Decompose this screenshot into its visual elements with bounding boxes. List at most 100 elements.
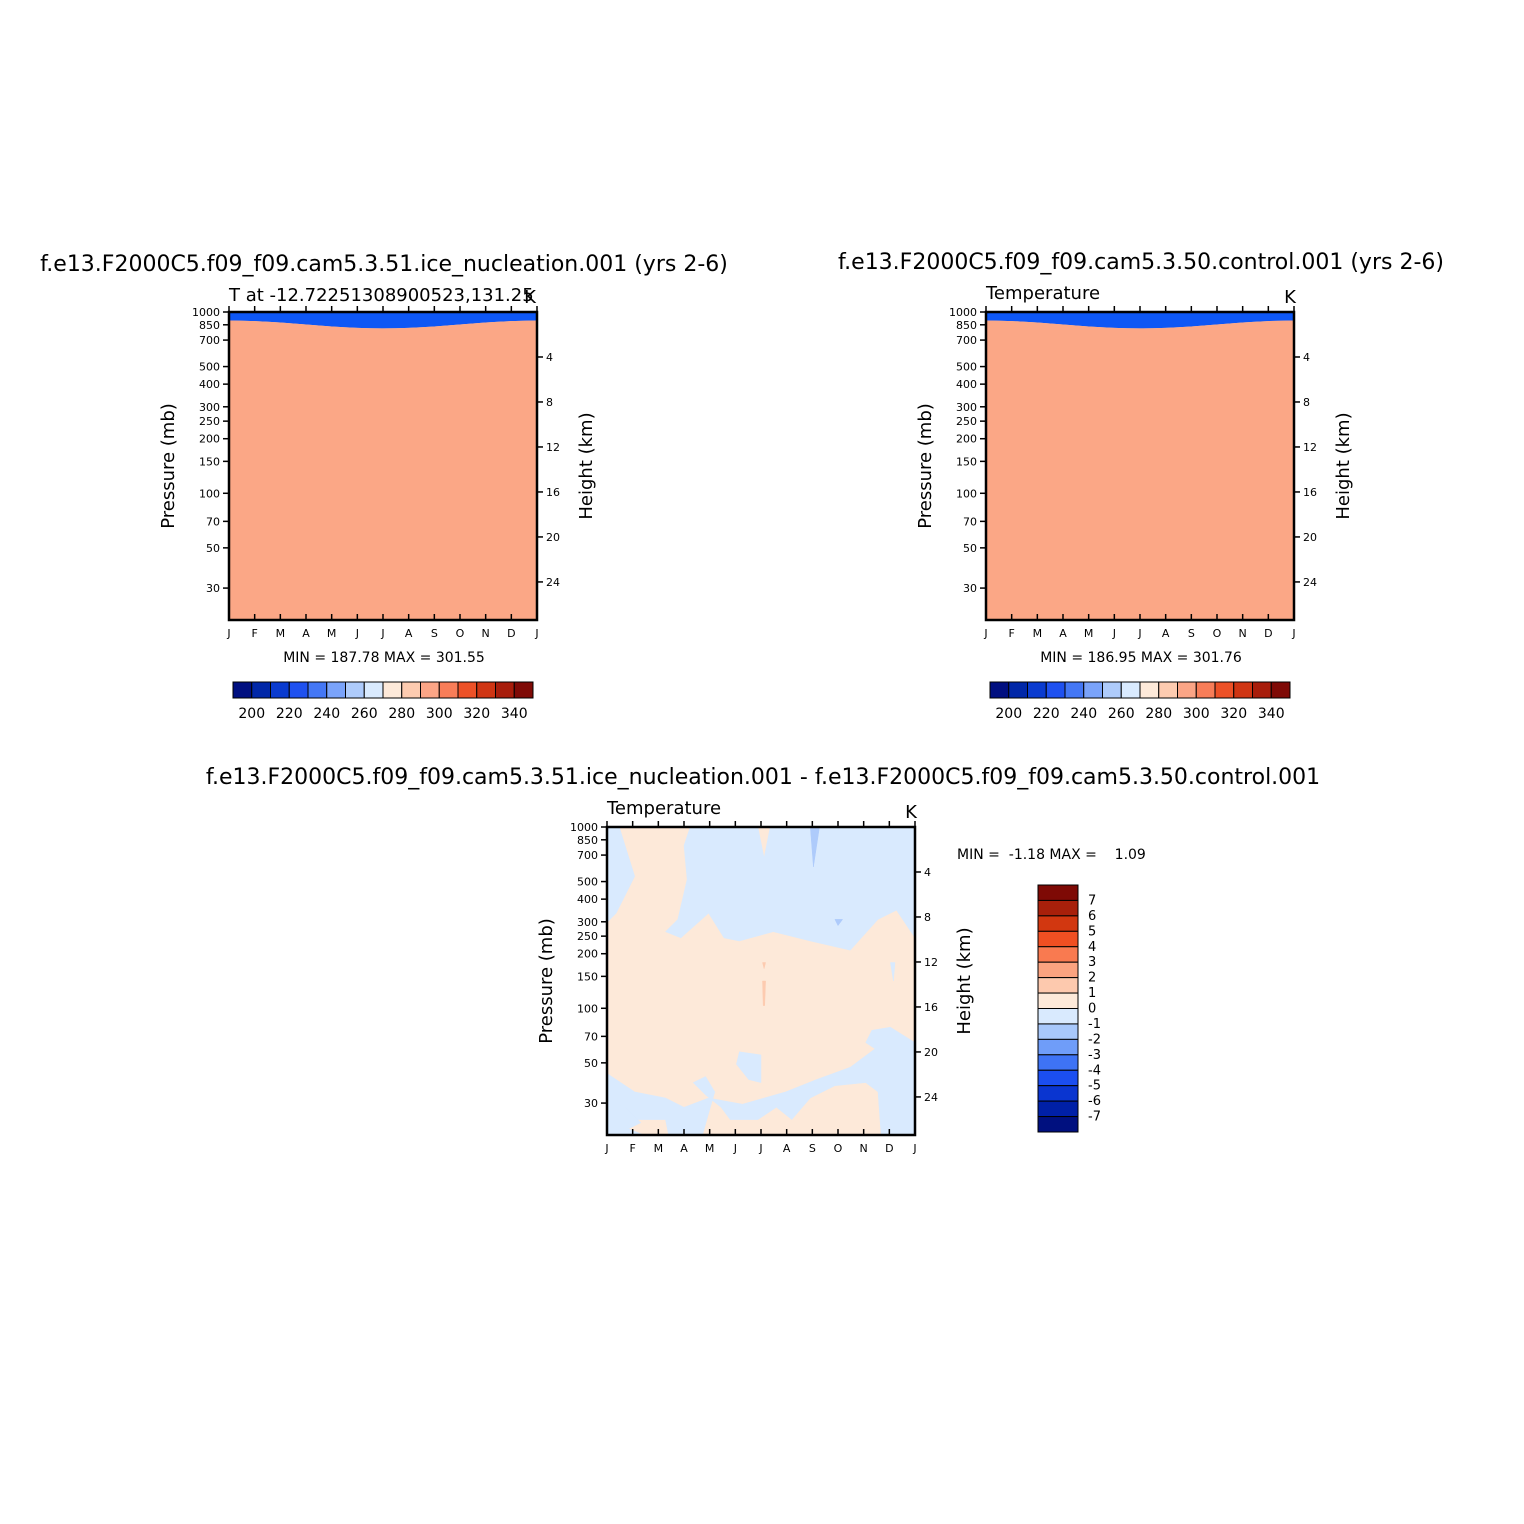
right-p-tick-label: 850 [956, 319, 977, 332]
diff-colorbar-box [1037, 1116, 1079, 1133]
diff-colorbar-box [1037, 946, 1079, 963]
right-case-title: f.e13.F2000C5.f09_f09.cam5.3.50.control.… [838, 250, 1444, 275]
diff-x-tick-label: M [654, 1142, 664, 1155]
diff-positive-region [762, 962, 766, 969]
diff-colorbar-label: -4 [1088, 1063, 1101, 1078]
diff-case-title: f.e13.F2000C5.f09_f09.cam5.3.51.ice_nucl… [206, 765, 1320, 790]
right-colorbar-box [1233, 681, 1253, 699]
diff-x-tick-label: J [758, 1142, 762, 1155]
right-x-tick-label: N [1239, 627, 1247, 640]
diff-x-tick-label: D [885, 1142, 893, 1155]
left-colorbar-box [363, 681, 384, 699]
diff-colorbar-box [1037, 1100, 1079, 1118]
left-x-tick-label: S [431, 627, 438, 640]
diff-p-tick-label: 850 [577, 834, 598, 847]
right-x-tick-label: S [1188, 627, 1195, 640]
left-x-tick-label: M [327, 627, 337, 640]
left-p-tick-label: 1000 [192, 306, 220, 319]
left-min-max: MIN = 187.78 MAX = 301.55 [283, 650, 485, 666]
right-colorbar-box [1064, 681, 1085, 699]
diff-p-tick-label: 300 [577, 916, 598, 929]
right-colorbar-box [1252, 681, 1272, 699]
right-colorbar-box [1083, 681, 1103, 699]
right-contour-fill [985, 311, 1295, 621]
right-x-tick-label: M [1033, 627, 1043, 640]
diff-y-label: Pressure (mb) [536, 918, 557, 1044]
right-x-tick-label: F [1009, 627, 1015, 640]
diff-colorbar-box [1037, 899, 1079, 917]
diff-p-tick-label: 250 [577, 930, 598, 943]
diff-colorbar-box [1037, 1069, 1079, 1087]
right-colorbar-box [1195, 681, 1216, 699]
left-y-label-right: Height (km) [576, 412, 597, 519]
right-x-tick-label: J [983, 627, 987, 640]
left-colorbar-box [401, 681, 421, 699]
diff-p-tick-label: 70 [584, 1030, 598, 1043]
diff-subtitle: Temperature [606, 798, 721, 819]
diff-colorbar-box [1037, 930, 1079, 948]
diff-colorbar-label: 3 [1088, 955, 1096, 970]
left-x-tick-label: A [302, 627, 310, 640]
right-units: K [1284, 287, 1297, 308]
diff-x-tick-label: J [604, 1142, 608, 1155]
right-x-tick-label: O [1213, 627, 1222, 640]
diff-colorbar-label: -7 [1088, 1110, 1101, 1125]
right-h-tick-label: 8 [1303, 396, 1310, 409]
right-p-tick-label: 70 [963, 515, 977, 528]
diff-x-tick-label: A [783, 1142, 791, 1155]
right-y-label: Pressure (mb) [915, 403, 936, 529]
diff-p-tick-label: 200 [577, 948, 598, 961]
diff-positive-region [762, 980, 766, 1006]
left-p-tick-label: 250 [199, 415, 220, 428]
right-colorbar-box [1027, 681, 1047, 699]
left-colorbar-box [476, 681, 496, 699]
diff-colorbar-box [1037, 884, 1079, 901]
right-colorbar-box [1177, 681, 1197, 699]
diff-x-tick-label: A [680, 1142, 688, 1155]
diff-p-tick-label: 1000 [570, 821, 598, 834]
left-colorbar-box [420, 681, 440, 699]
left-h-tick-label: 4 [546, 351, 553, 364]
diff-colorbar-label: -2 [1088, 1032, 1101, 1047]
right-x-tick-label: A [1059, 627, 1067, 640]
diff-x-tick-label: F [630, 1142, 636, 1155]
panel-control: f.e13.F2000C5.f09_f09.cam5.3.50.control.… [838, 250, 1444, 722]
left-h-tick-label: 24 [546, 576, 560, 589]
left-p-tick-label: 150 [199, 455, 220, 468]
diff-h-tick-label: 4 [924, 866, 931, 879]
diff-h-tick-label: 12 [924, 956, 938, 969]
right-colorbar-label: 340 [1258, 706, 1285, 722]
left-colorbar-box [307, 681, 328, 699]
left-x-tick-label: N [482, 627, 490, 640]
left-p-tick-label: 200 [199, 433, 220, 446]
right-x-tick-label: M [1084, 627, 1094, 640]
diff-colorbar-label: -6 [1088, 1094, 1101, 1109]
right-colorbar-box [1120, 681, 1141, 699]
left-h-tick-label: 20 [546, 531, 560, 544]
right-colorbar-label: 300 [1183, 706, 1210, 722]
left-colorbar-box [326, 681, 346, 699]
right-p-tick-label: 500 [956, 361, 977, 374]
left-colorbar: 200 220 240 260 280 300 320 340 [232, 681, 534, 722]
right-x-tick-label: D [1264, 627, 1272, 640]
right-colorbar-box [1139, 681, 1160, 699]
diff-negative-region [834, 919, 844, 927]
left-x-tick-label: M [276, 627, 286, 640]
right-colorbar-box [1008, 681, 1028, 699]
right-x-tick-label: J [1112, 627, 1116, 640]
left-p-tick-label: 100 [199, 487, 220, 500]
left-colorbar-box [457, 681, 478, 699]
diff-x-tick-label: M [705, 1142, 715, 1155]
left-p-tick-label: 70 [206, 515, 220, 528]
left-p-tick-label: 700 [199, 334, 220, 347]
diff-colorbar-box [1037, 992, 1079, 1009]
diff-colorbar-label: 6 [1088, 909, 1096, 924]
right-p-tick-label: 1000 [949, 306, 977, 319]
diff-h-tick-label: 16 [924, 1001, 938, 1014]
right-colorbar-box [989, 681, 1010, 699]
left-colorbar-label: 220 [276, 706, 303, 722]
left-p-tick-label: 500 [199, 361, 220, 374]
